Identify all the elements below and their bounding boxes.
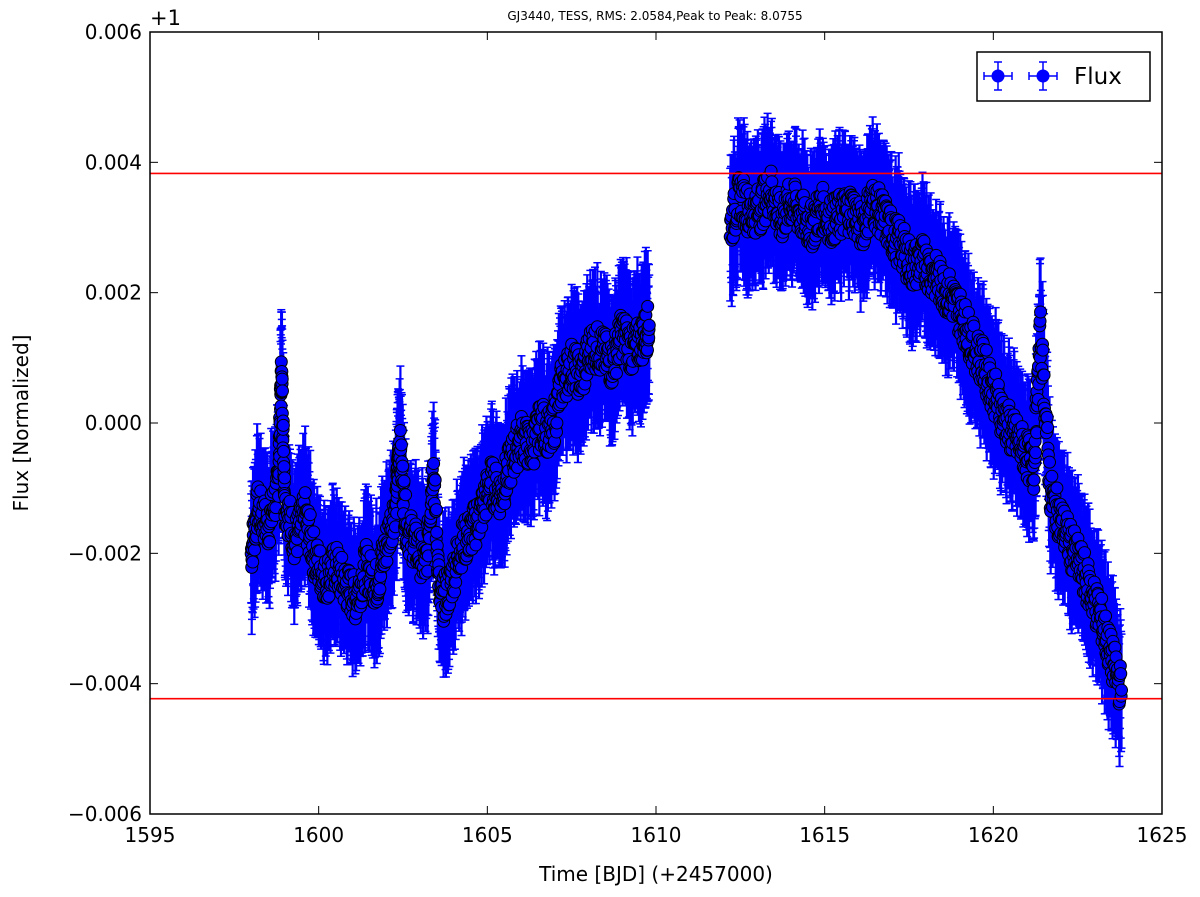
chart-title: GJ3440, TESS, RMS: 2.0584,Peak to Peak: …	[507, 9, 802, 23]
error-bars	[247, 112, 1126, 768]
data-layer	[244, 112, 1129, 768]
y-offset-label: +1	[150, 6, 181, 30]
